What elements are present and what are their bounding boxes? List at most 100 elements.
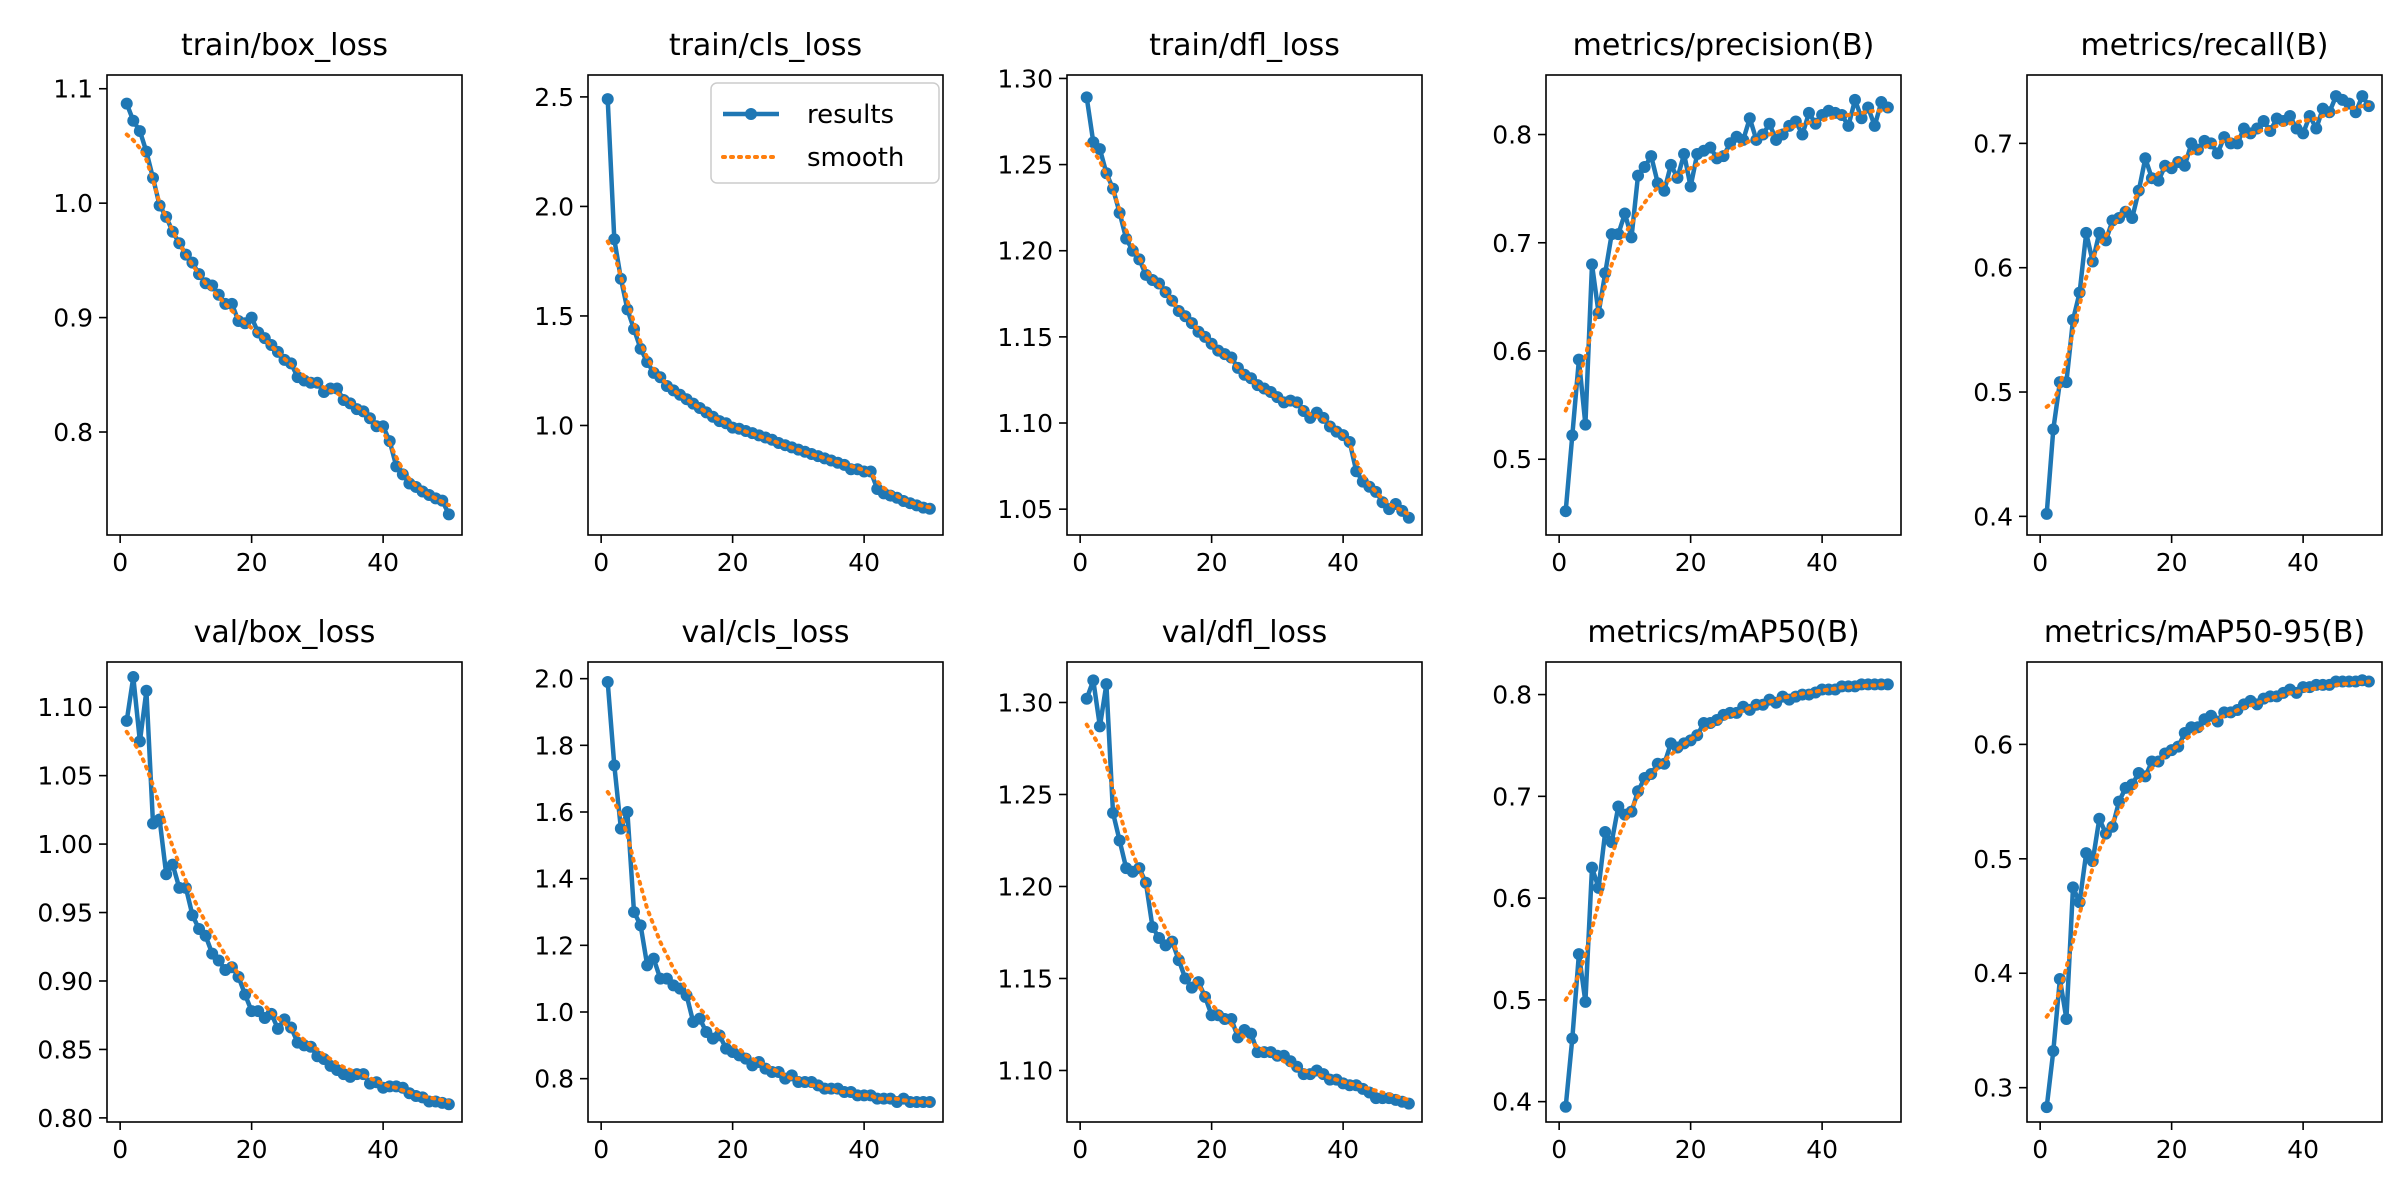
results-point	[2080, 847, 2093, 860]
results-point	[2040, 1101, 2053, 1114]
panel-train-cls-loss: train/cls_loss 0 20 40 1.0 1.5 2.0 2.5 results sm…	[534, 28, 944, 577]
results-point	[2047, 423, 2060, 436]
panel-val-cls-loss: val/cls_loss 0 20 40 0.8 1.0 1.2 1.4 1.6 1.8 2.0	[534, 615, 944, 1164]
results-point	[133, 125, 146, 138]
y-tick-label: 0.5	[1973, 378, 2013, 407]
results-point	[127, 671, 140, 684]
results-point	[713, 1029, 726, 1042]
results-point	[2257, 115, 2270, 127]
panel-title: metrics/recall(B)	[2080, 28, 2328, 63]
x-tick-label: 40	[848, 1135, 880, 1164]
x-tick-label: 40	[1327, 548, 1359, 577]
y-tick-label: 0.6	[1492, 884, 1532, 913]
results-point	[1579, 418, 1592, 431]
x-tick-label: 0	[1551, 1135, 1567, 1164]
results-point	[1612, 228, 1625, 241]
results-point	[1625, 231, 1638, 244]
y-tick-label: 0.95	[37, 899, 93, 928]
x-tick-label: 40	[1806, 1135, 1838, 1164]
panel-val-box-loss: val/box_loss 0 20 40 0.80 0.85 0.90 0.95 1.00 1.0…	[37, 615, 463, 1164]
results-point	[271, 1022, 284, 1035]
plot-frame	[2026, 74, 2383, 536]
legend: results smooth	[710, 82, 940, 184]
y-tick-label: 1.6	[534, 798, 574, 827]
x-tick-label: 20	[1196, 1135, 1228, 1164]
results-point	[1146, 920, 1159, 933]
results-point	[1868, 119, 1881, 132]
y-tick-label: 0.6	[1973, 730, 2013, 759]
results-point	[2040, 507, 2053, 520]
y-tick-label: 0.5	[1492, 986, 1532, 1015]
results-point	[199, 929, 212, 942]
x-tick-label: 40	[367, 1135, 399, 1164]
y-tick-label: 0.7	[1492, 229, 1532, 258]
x-tick-label: 0	[2032, 548, 2048, 577]
series-smooth-line	[1563, 682, 1890, 1002]
results-point	[1087, 674, 1100, 687]
y-tick-label: 1.20	[997, 237, 1053, 266]
results-point	[1638, 161, 1651, 173]
x-tick-label: 20	[1675, 548, 1707, 577]
results-point	[1756, 128, 1769, 141]
legend-label-results: results	[807, 100, 894, 130]
results-point	[1100, 678, 1113, 691]
x-tick-label: 0	[1072, 548, 1088, 577]
results-point	[2093, 812, 2106, 825]
panel-title: val/dfl_loss	[1162, 615, 1327, 650]
results-point	[2126, 211, 2139, 224]
legend-box	[710, 82, 940, 184]
results-point	[120, 97, 133, 110]
results-point	[278, 1013, 291, 1026]
y-tick-label: 1.25	[997, 151, 1053, 180]
results-point	[1632, 169, 1645, 182]
results-point	[2152, 174, 2165, 187]
series-smooth-line	[605, 239, 932, 510]
results-point	[614, 822, 627, 835]
series-smooth-line	[1084, 141, 1411, 517]
x-tick-label: 20	[2156, 548, 2188, 577]
x-tick-label: 40	[1806, 548, 1838, 577]
panel-title: train/box_loss	[181, 28, 388, 63]
results-point	[2139, 152, 2152, 165]
y-tick-label: 1.1	[53, 75, 93, 104]
results-point	[1080, 692, 1093, 705]
results-point	[608, 759, 621, 772]
results-point	[2067, 881, 2080, 894]
plot-frame	[2026, 661, 2383, 1123]
panel-title: train/cls_loss	[669, 28, 862, 63]
y-tick-label: 0.7	[1973, 129, 2013, 158]
series-smooth-line	[124, 729, 451, 1104]
y-tick-label: 1.2	[534, 931, 574, 960]
x-tick-label: 20	[1675, 1135, 1707, 1164]
x-tick-label: 20	[717, 548, 749, 577]
y-tick-label: 0.8	[534, 1065, 574, 1094]
panel-val-dfl-loss: val/dfl_loss 0 20 40 1.10 1.15 1.20 1.25 1.30	[997, 615, 1423, 1164]
y-tick-label: 1.05	[997, 495, 1053, 524]
y-tick-label: 1.05	[37, 762, 93, 791]
y-tick-label: 0.8	[1492, 681, 1532, 710]
panel-title: metrics/precision(B)	[1573, 28, 1875, 63]
results-point	[1664, 158, 1677, 171]
x-tick-label: 0	[593, 1135, 609, 1164]
y-tick-label: 0.9	[53, 304, 93, 333]
y-tick-label: 0.6	[1492, 337, 1532, 366]
results-point	[1678, 148, 1691, 161]
results-point	[1192, 976, 1205, 989]
results-point	[1586, 861, 1599, 874]
panel-train-dfl-loss: train/dfl_loss 0 20 40 1.05 1.10 1.15 1.20 1.25 1…	[997, 28, 1423, 577]
results-point	[1107, 806, 1120, 819]
results-point	[1658, 757, 1671, 770]
y-tick-label: 1.15	[997, 323, 1053, 352]
results-point	[1658, 184, 1671, 197]
results-point	[1179, 972, 1192, 985]
results-point	[1566, 429, 1579, 442]
y-tick-label: 0.4	[1973, 502, 2013, 531]
plot-frame	[1545, 74, 1902, 536]
x-tick-label: 20	[236, 548, 268, 577]
y-tick-label: 1.8	[534, 731, 574, 760]
y-tick-label: 0.4	[1492, 1088, 1532, 1117]
y-tick-label: 1.25	[997, 780, 1053, 809]
y-tick-label: 0.4	[1973, 959, 2013, 988]
